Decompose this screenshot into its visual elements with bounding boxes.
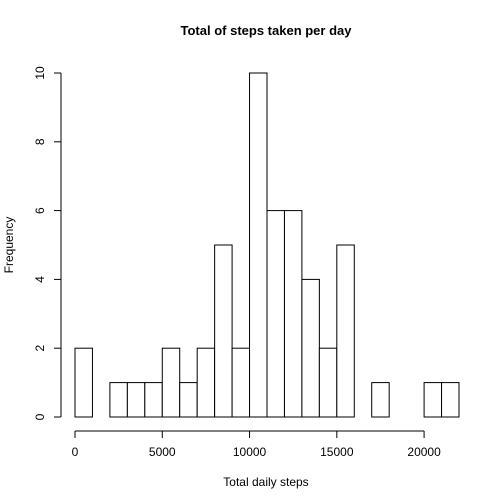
histogram-bar xyxy=(214,244,233,418)
histogram-bar xyxy=(144,382,163,418)
x-tick-label: 10000 xyxy=(233,445,267,459)
histogram-bar xyxy=(441,382,460,418)
x-tick-label: 5000 xyxy=(149,445,176,459)
histogram-bar xyxy=(179,382,198,418)
y-tick-label: 2 xyxy=(33,345,47,352)
y-tick-label: 10 xyxy=(33,66,47,80)
histogram-bar xyxy=(161,347,181,418)
x-tick-label: 0 xyxy=(72,445,79,459)
x-axis: 0 5000 10000 15000 20000 xyxy=(72,430,441,459)
histogram-bar xyxy=(423,382,443,418)
x-tick-label: 15000 xyxy=(320,445,354,459)
y-axis-label: Frequency xyxy=(2,217,16,274)
histogram-bar xyxy=(266,210,285,418)
histogram-bar xyxy=(231,347,251,418)
y-tick-label: 6 xyxy=(33,207,47,214)
histogram-bar xyxy=(283,210,303,418)
histogram-bar xyxy=(336,244,355,418)
bars-group xyxy=(74,72,460,418)
y-tick-label: 4 xyxy=(33,276,47,283)
histogram-bar xyxy=(109,382,128,418)
x-axis-label: Total daily steps xyxy=(223,475,308,489)
histogram-bar xyxy=(126,382,146,418)
histogram-bar xyxy=(196,347,216,418)
histogram-bar xyxy=(74,347,93,418)
histogram-bar xyxy=(371,382,390,418)
chart-title: Total of steps taken per day xyxy=(181,23,353,38)
histogram-bar xyxy=(301,278,320,418)
histogram-bar xyxy=(318,347,338,418)
y-axis: 0 2 4 6 8 10 xyxy=(33,66,62,420)
histogram-bar xyxy=(249,72,268,418)
y-tick-label: 0 xyxy=(33,413,47,420)
y-tick-label: 8 xyxy=(33,138,47,145)
x-tick-label: 20000 xyxy=(407,445,441,459)
